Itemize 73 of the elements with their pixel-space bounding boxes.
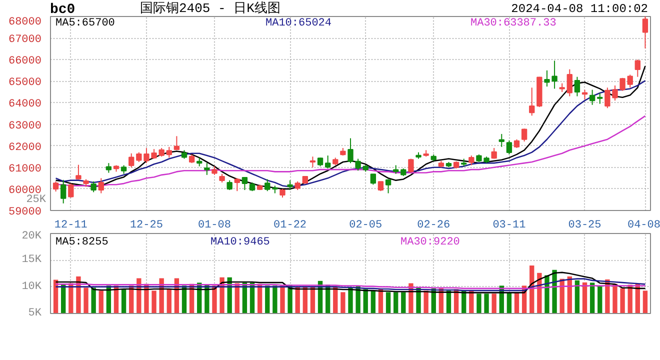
y-tick-label: 64000: [8, 98, 42, 111]
annotation: bc0: [50, 1, 76, 18]
chart-title: 国际铜2405 - 日K线图: [140, 0, 280, 18]
candlestick: [498, 133, 504, 148]
x-tick-label: 12-25: [130, 220, 163, 232]
text: 25K: [26, 194, 46, 206]
candlestick: [566, 68, 572, 97]
candlestick: [574, 76, 580, 97]
candlestick: [348, 138, 354, 164]
text: MA10:65024: [266, 18, 332, 30]
x-tick-label: 01-08: [198, 220, 231, 232]
y-tick-label: 66000: [8, 56, 42, 68]
candlestick: [226, 180, 232, 191]
candlestick: [98, 178, 104, 194]
candlestick: [310, 156, 316, 168]
text: MA5:65700: [56, 18, 115, 30]
candlestick: [174, 136, 180, 151]
candlestick: [627, 74, 633, 88]
y-tick-label: 63000: [8, 120, 42, 132]
candlestick: [582, 89, 588, 100]
candlestick: [60, 179, 66, 204]
y-tick-label: 5K: [28, 308, 42, 320]
y-tick-label: 15K: [22, 254, 42, 266]
y-tick-label: 62000: [8, 142, 42, 154]
line-series: [55, 272, 646, 294]
x-tick-label: 04-08: [627, 220, 660, 232]
y-tick-label: 68000: [8, 16, 42, 28]
candlestick: [491, 147, 497, 160]
candlestick: [68, 183, 74, 198]
x-tick-label: 12-11: [54, 220, 88, 232]
candlestick: [521, 128, 528, 142]
candlestick: [529, 87, 535, 116]
line-series: [55, 278, 646, 292]
candlestick: [378, 180, 384, 192]
candlestick: [468, 155, 474, 166]
candlestick: [287, 180, 293, 191]
y-tick-label: 61000: [8, 163, 42, 176]
candlestick: [128, 152, 134, 168]
candlestick: [634, 59, 640, 78]
text: MA30:63387.33: [470, 18, 556, 30]
y-tick-label: 65000: [8, 77, 42, 90]
x-tick-label: 03-25: [568, 220, 602, 232]
y-tick-label: 10K: [22, 280, 42, 293]
candlestick: [589, 89, 596, 106]
candlestick: [264, 178, 270, 192]
text: MA30:9220: [400, 236, 460, 248]
candlestick: [204, 162, 210, 176]
text: MA5:8255: [56, 236, 108, 248]
candlestick: [620, 77, 626, 92]
y-tick-label: 67000: [8, 34, 42, 46]
candlestick: [385, 178, 392, 194]
text: 2024-04-08 11:00:02: [511, 1, 648, 18]
y-tick-label: 20K: [22, 230, 42, 242]
candlestick: [324, 155, 331, 169]
x-tick-label: 01-22: [274, 220, 307, 232]
candlestick: [76, 164, 82, 180]
candlestick: [506, 140, 512, 155]
candlestick: [642, 16, 648, 49]
x-tick-label: 02-26: [417, 220, 450, 232]
x-tick-label: 03-11: [492, 220, 526, 232]
y-tick-label: 59000: [8, 206, 42, 218]
candlestick: [408, 158, 414, 174]
text: MA10:9465: [210, 236, 270, 248]
candlestick: [355, 158, 361, 172]
x-tick-label: 02-05: [349, 220, 382, 232]
candlestick: [90, 180, 96, 193]
candlestick: [597, 92, 603, 104]
candlestick: [106, 162, 112, 174]
candlestick: [166, 146, 172, 158]
candlestick: [52, 180, 59, 192]
candlestick: [370, 173, 376, 186]
candlestick: [234, 178, 240, 192]
candlestick: [242, 176, 248, 191]
